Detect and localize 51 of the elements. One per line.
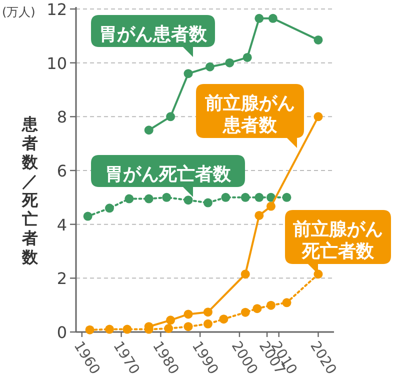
point [184, 310, 193, 319]
point [144, 126, 154, 135]
point [266, 202, 276, 211]
point [164, 324, 174, 333]
point [254, 210, 264, 220]
point [242, 52, 252, 62]
point [203, 308, 212, 317]
y-tick-label: 8 [56, 108, 67, 127]
point [144, 194, 154, 204]
point [254, 14, 264, 23]
point [254, 192, 264, 202]
point [225, 58, 234, 68]
y-tick-label: 2 [56, 269, 67, 288]
point [124, 194, 134, 204]
point [282, 192, 292, 202]
point [184, 69, 193, 78]
point [282, 298, 292, 308]
point [85, 325, 94, 334]
y-tick-label: 12 [46, 0, 67, 19]
point [184, 322, 193, 332]
point [166, 316, 176, 325]
point [205, 62, 214, 72]
point [104, 324, 114, 334]
point [184, 196, 193, 205]
point [240, 270, 250, 279]
series-label: 前立腺がん患者数 [204, 93, 295, 136]
point [219, 314, 228, 324]
point [252, 304, 262, 314]
point [314, 35, 323, 44]
point [104, 204, 114, 213]
point [240, 192, 250, 202]
y-axis-title: 患者数／死亡者数 [21, 114, 39, 266]
series-label: 前立腺がん死亡者数 [292, 219, 383, 262]
point [203, 319, 212, 328]
point [83, 212, 92, 221]
point [266, 300, 276, 310]
point [221, 192, 230, 202]
y-tick-label: 10 [46, 54, 67, 73]
point [203, 198, 212, 208]
point [268, 14, 278, 23]
y-tick-label: 0 [56, 323, 67, 342]
point [162, 192, 172, 202]
point [166, 112, 176, 122]
y-tick-label: 6 [56, 162, 67, 180]
series-label: 胃がん死亡者数 [105, 164, 232, 185]
point [314, 112, 323, 122]
y-tick-label: 4 [56, 215, 67, 234]
point [122, 324, 132, 334]
text: (万人) [2, 5, 36, 19]
series-label: 胃がん患者数 [99, 24, 208, 45]
point [240, 308, 250, 317]
